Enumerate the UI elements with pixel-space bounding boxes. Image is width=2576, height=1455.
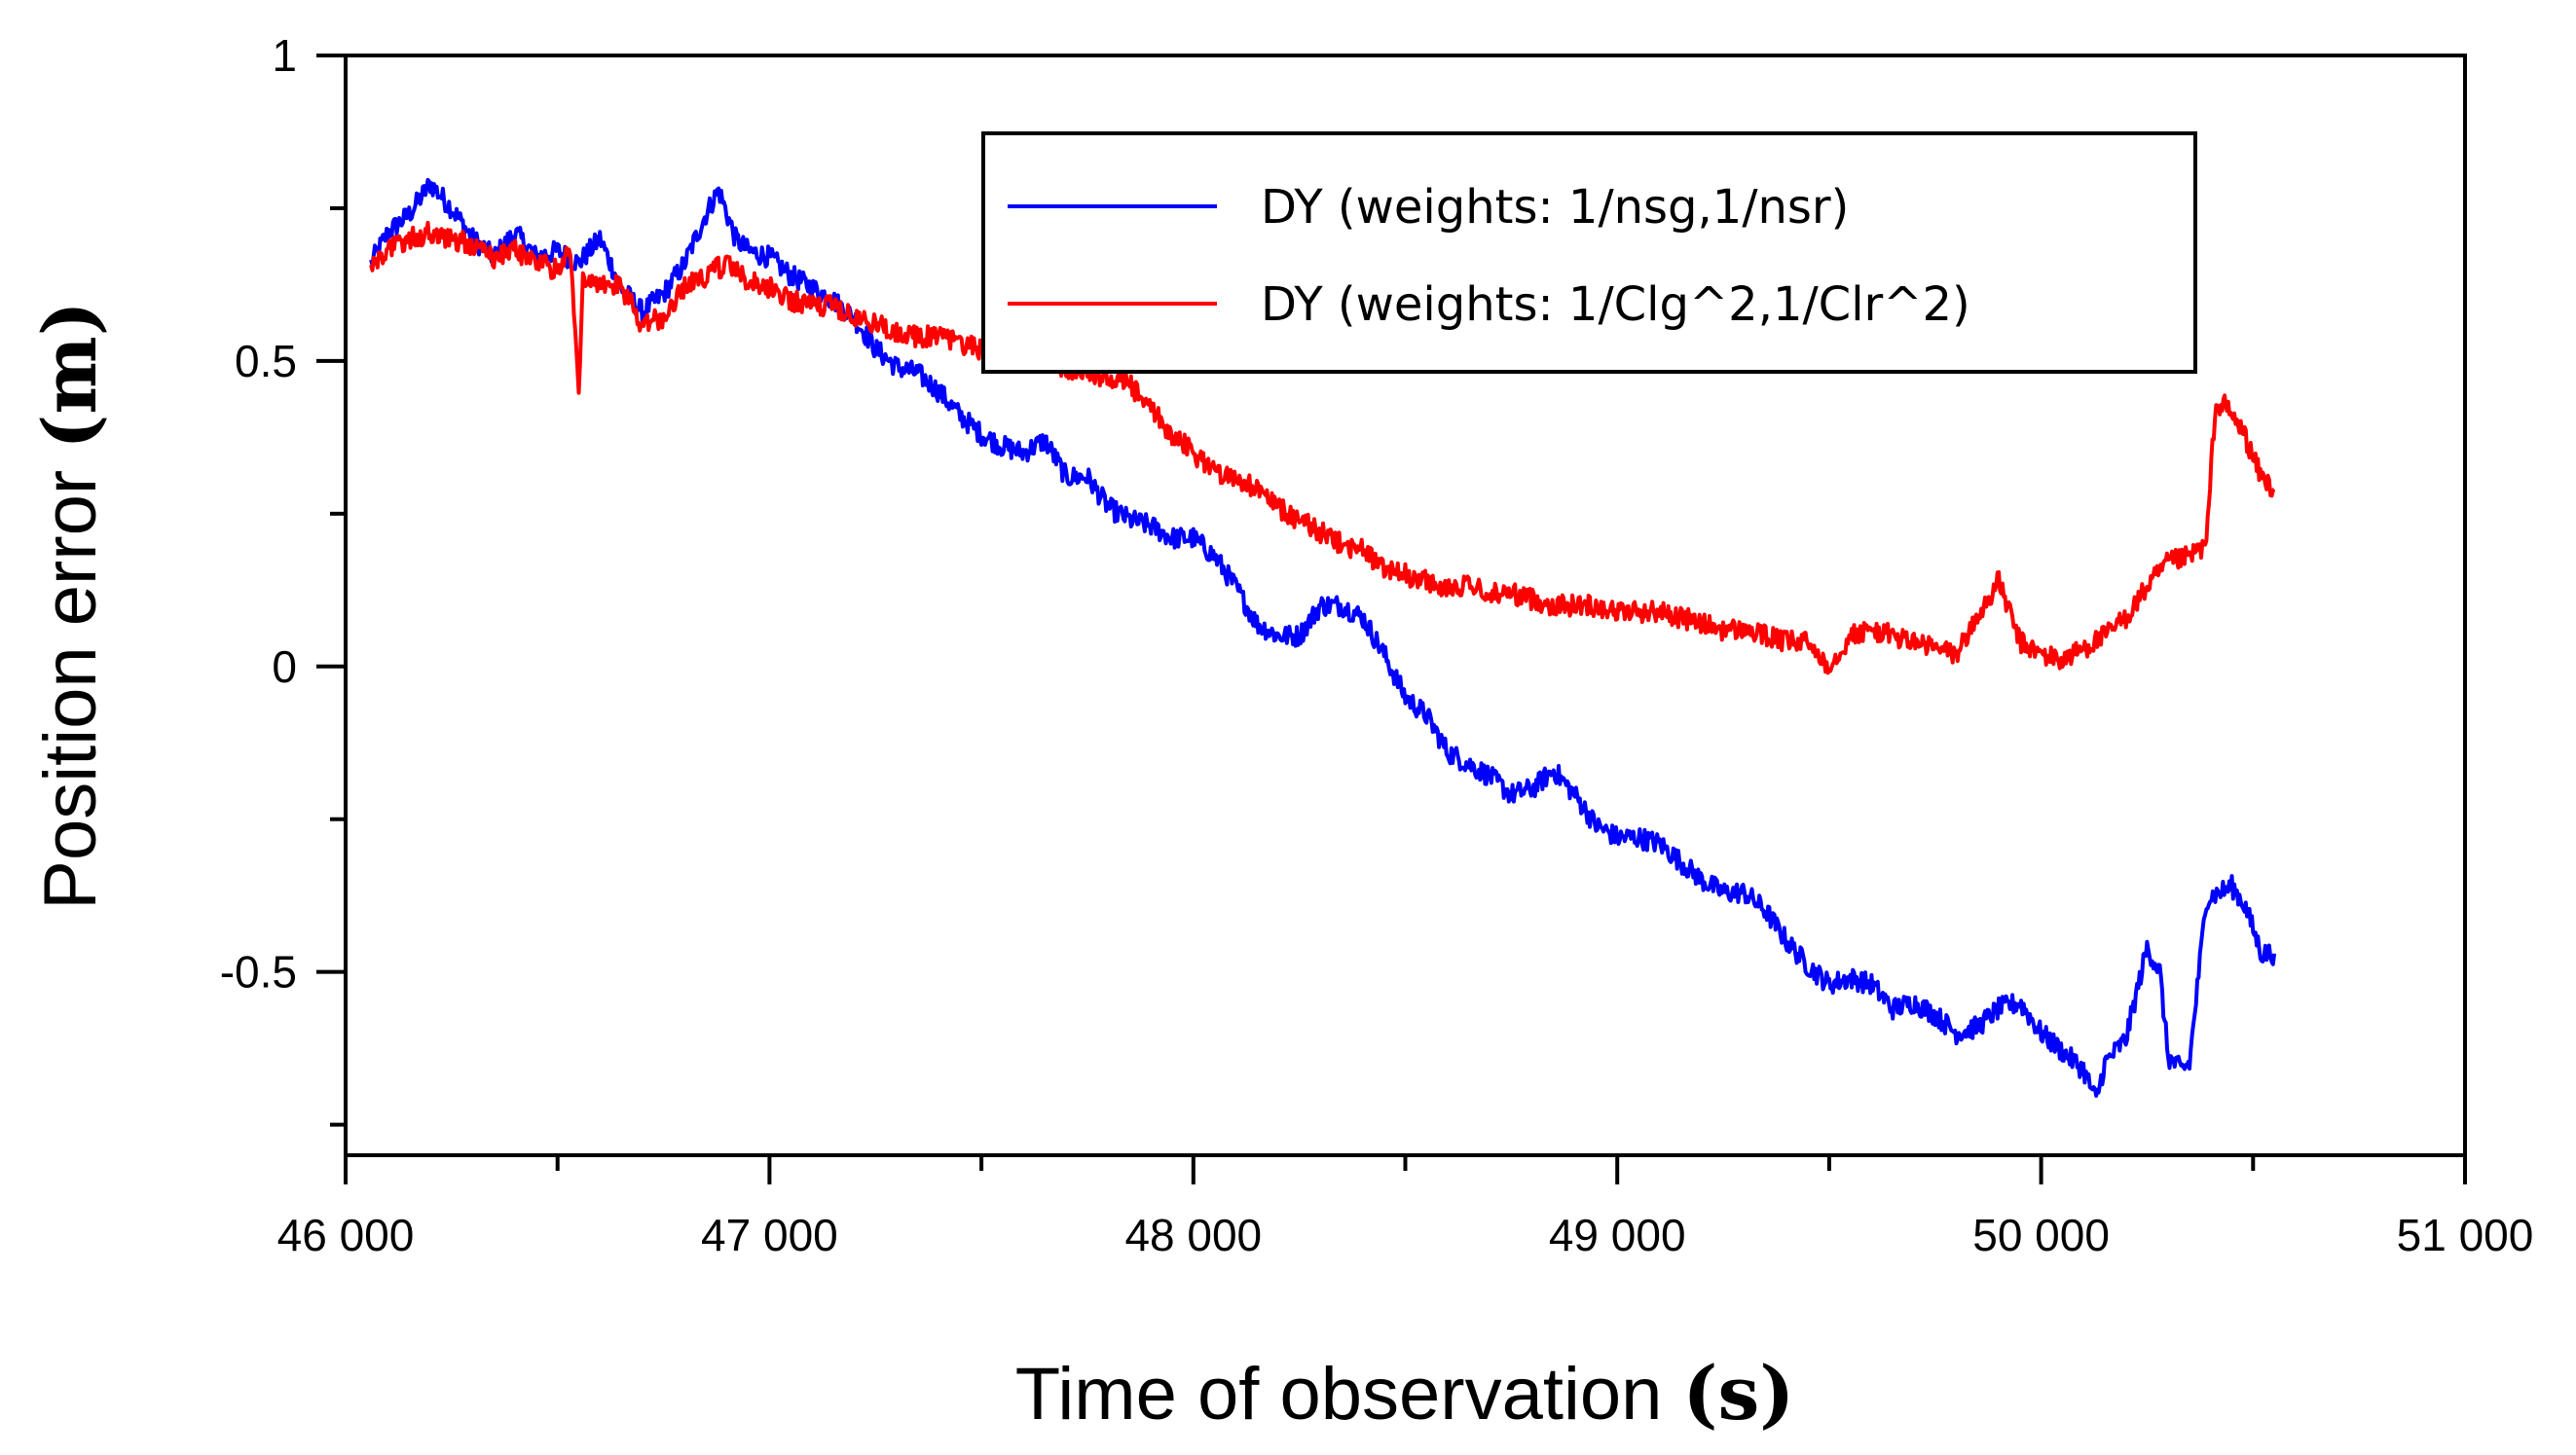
y-axis-title: Position error (m) (26, 301, 113, 909)
x-tick-label: 49 000 (1549, 1210, 1686, 1260)
y-tick-label: 1 (272, 30, 297, 81)
y-tick-label: 0 (272, 641, 297, 692)
legend-box (981, 131, 2197, 374)
legend-label-blue-series: DY (weights: 1/nsg,1/nsr) (1261, 180, 1849, 235)
y-tick-label: -0.5 (220, 947, 297, 998)
ticks-layer: 46 000 47 000 48 000 49 000 50 000 51 000 1 0.5… (220, 30, 2534, 1260)
legend: DY (weights: 1/nsg,1/nsr) DY (weights: 1… (981, 131, 2197, 374)
x-tick-label: 47 000 (701, 1210, 838, 1260)
legend-label-red-series: DY (weights: 1/Clg^2,1/Clr^2) (1261, 277, 1970, 332)
x-tick-label: 51 000 (2397, 1210, 2534, 1260)
series-line-0 (369, 177, 2277, 1098)
series-layer (369, 177, 2277, 1098)
series-line-1 (369, 220, 2276, 675)
y-tick-label: 0.5 (235, 336, 297, 386)
x-tick-label: 50 000 (1972, 1210, 2110, 1260)
x-axis-title: Time of observation (s) (1015, 1350, 1794, 1437)
x-tick-label: 46 000 (277, 1210, 415, 1260)
x-tick-label: 48 000 (1124, 1210, 1262, 1260)
